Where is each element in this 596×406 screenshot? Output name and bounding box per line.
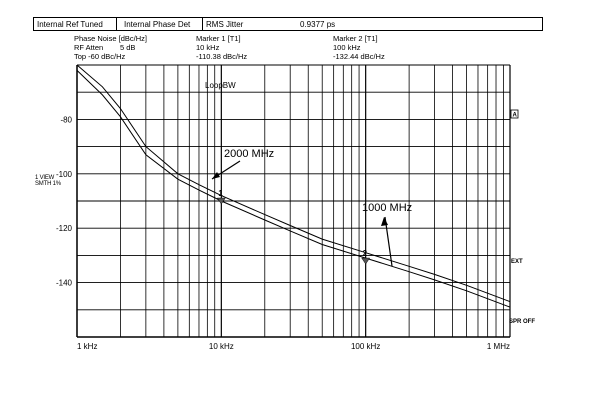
marker2-level: -132.44 dBc/Hz <box>333 52 385 61</box>
marker1-level: -110.38 dBc/Hz <box>196 52 248 61</box>
marker1-title: Marker 1 [T1] <box>196 34 241 43</box>
x-tick-label: 1 kHz <box>77 342 97 351</box>
spr-off-label: SPR OFF <box>509 319 535 325</box>
view-label: 1 VIEW SMTH 1% <box>35 175 61 187</box>
smoothing: SMTH 1% <box>35 181 61 187</box>
chart-series <box>76 64 511 308</box>
marker-label: 2 <box>363 249 368 258</box>
arrowhead-2000mhz <box>212 172 220 179</box>
ref-status: Internal Ref Tuned <box>37 20 103 29</box>
header-marker1: Marker 1 [T1] 10 kHz -110.38 dBc/Hz <box>196 34 247 61</box>
atten-value: 5 dB <box>120 43 136 52</box>
x-tick-label: 100 kHz <box>351 342 380 351</box>
x-tick-labels: 1 kHz 10 kHz 100 kHz 1 MHz <box>77 342 510 351</box>
marker2-title: Marker 2 [T1] <box>333 34 378 43</box>
marker-triangle <box>216 197 226 205</box>
y-tick-label: -120 <box>56 224 73 233</box>
jitter-label: RMS Jitter <box>206 20 244 29</box>
arrowhead-1000mhz <box>381 217 388 226</box>
chart-grid <box>76 64 511 338</box>
x-tick-label: 10 kHz <box>209 342 234 351</box>
series-line <box>76 70 511 308</box>
x-tick-label: 1 MHz <box>487 342 510 351</box>
ext-label: EXT <box>511 259 523 265</box>
y-tick-label: -80 <box>60 115 72 124</box>
a-box-label: A <box>513 113 518 119</box>
header-rf-atten: RF Atten <box>74 43 104 52</box>
status-bar: Internal Ref Tuned Internal Phase Det RM… <box>33 17 543 31</box>
header-phase-noise: Phase Noise [dBc/Hz] <box>74 34 147 43</box>
loopbw-label: LoopBW <box>205 81 236 90</box>
chart-markers: 12 <box>216 189 371 265</box>
marker1-freq: 10 kHz <box>196 43 220 52</box>
status-divider <box>116 18 117 30</box>
marker2-freq: 100 kHz <box>333 43 361 52</box>
status-divider <box>202 18 203 30</box>
phase-status: Internal Phase Det <box>124 20 191 29</box>
y-tick-label: -140 <box>56 279 73 288</box>
series-line <box>76 64 511 303</box>
a-box <box>510 109 519 119</box>
marker-triangle <box>361 257 371 265</box>
chart-annotations: LoopBW 2000 MHz 1000 MHz <box>205 81 412 267</box>
y-tick-label: -100 <box>56 170 73 179</box>
header-top: Top -60 dBc/Hz <box>74 52 126 61</box>
annotation-2000mhz: 2000 MHz <box>224 148 274 160</box>
y-tick-labels: -80 -100 -120 -140 <box>56 115 73 287</box>
header-measurement: Phase Noise [dBc/Hz] RF Atten Top -60 dB… <box>74 34 147 61</box>
marker-label: 1 <box>218 189 223 198</box>
jitter-value: 0.9377 ps <box>300 20 336 29</box>
header-marker2: Marker 2 [T1] 100 kHz -132.44 dBc/Hz <box>333 34 385 61</box>
annotation-1000mhz: 1000 MHz <box>362 202 412 214</box>
view-mode: 1 VIEW <box>35 175 55 181</box>
